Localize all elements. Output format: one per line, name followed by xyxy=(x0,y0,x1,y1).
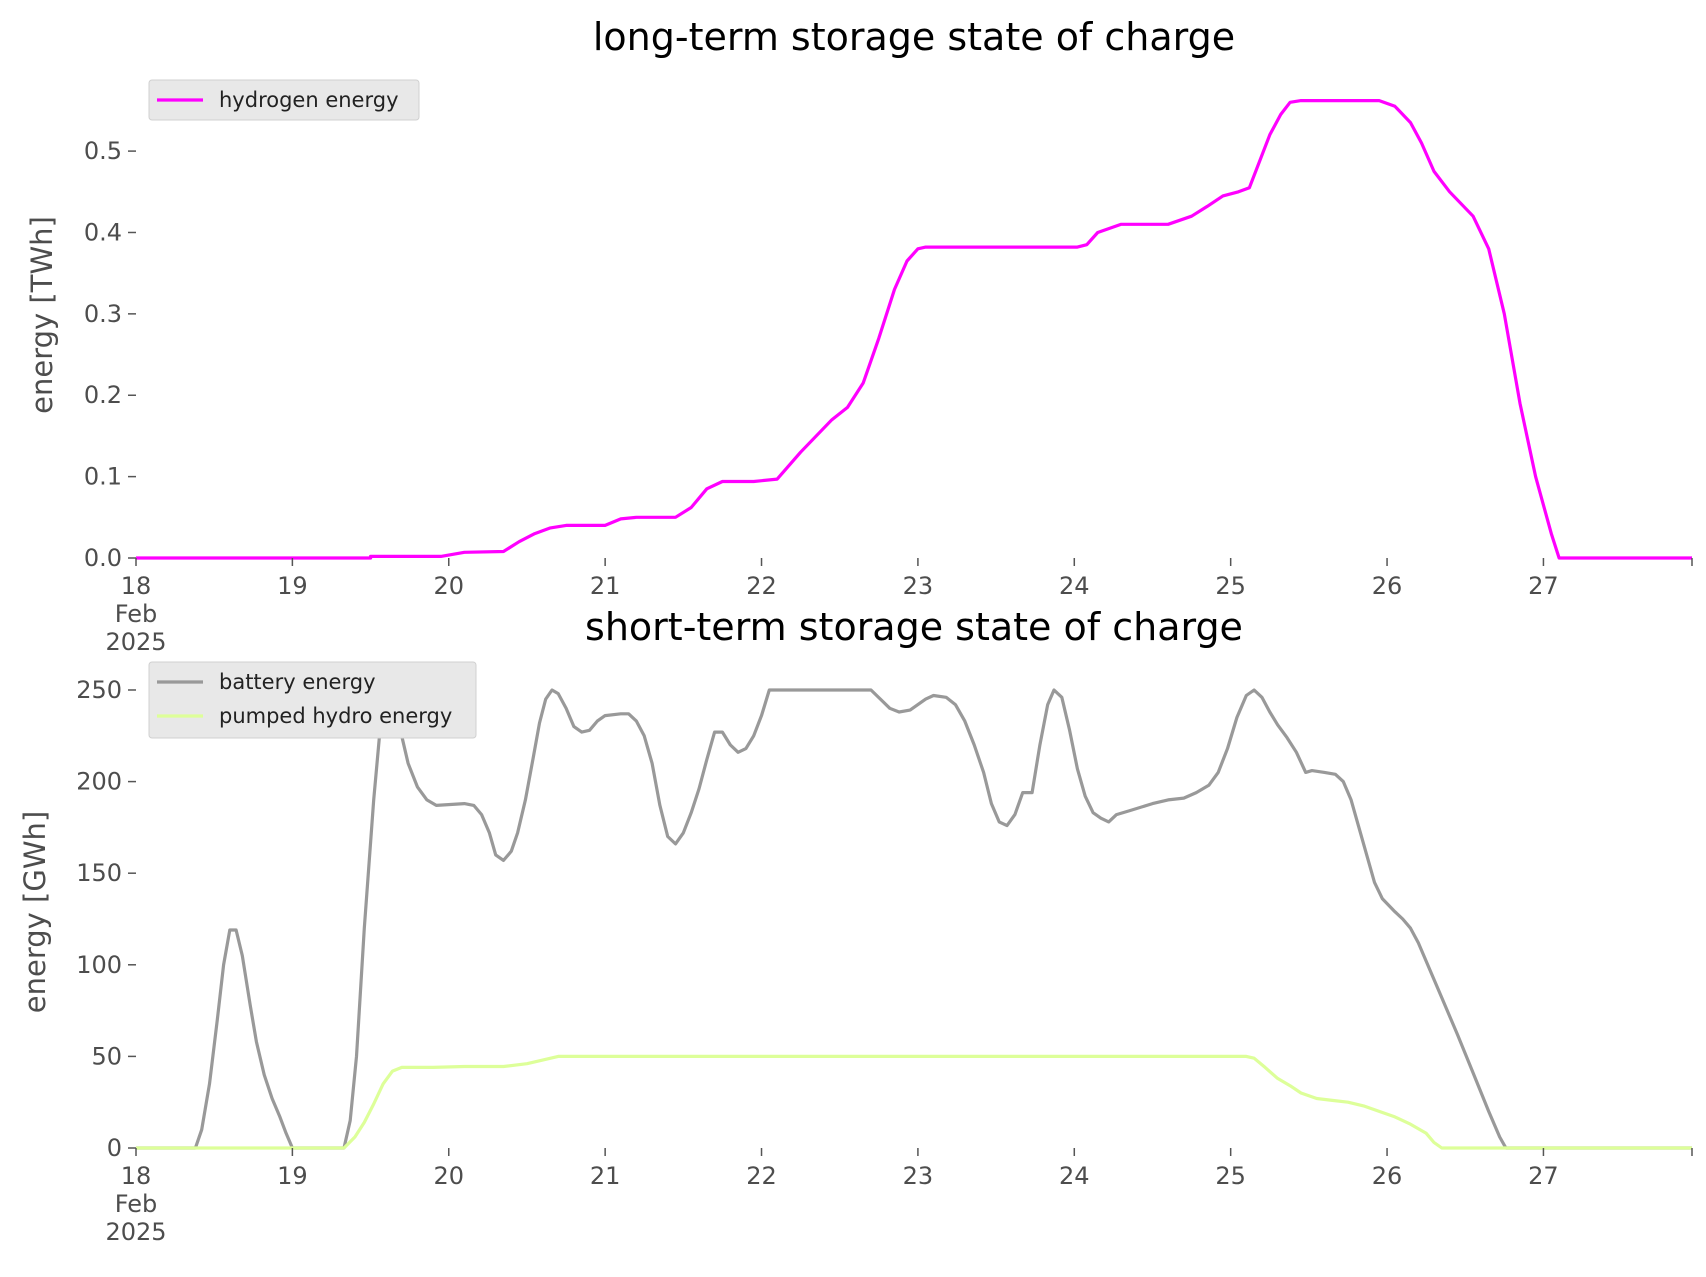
y-tick-label: 0.5 xyxy=(84,137,122,165)
x-tick-label: 23 xyxy=(903,572,934,600)
x-tick-label: 26 xyxy=(1372,572,1403,600)
legend-label: pumped hydro energy xyxy=(219,704,452,728)
x-tick-label: 21 xyxy=(590,1162,621,1190)
y-tick-label: 0.4 xyxy=(84,218,122,246)
y-tick-label: 100 xyxy=(76,951,122,979)
series-line-1 xyxy=(136,1054,1692,1150)
x-tick-label: 19 xyxy=(277,572,308,600)
y-tick-label: 0.0 xyxy=(84,544,122,572)
legend-box xyxy=(148,661,477,739)
x-tick-label: 27 xyxy=(1528,1162,1559,1190)
axes: 0 50 100 150 200 250 18 Feb 2025 19 20 21 22 23 24 25 26… xyxy=(76,676,1693,1246)
x-tick-label: 25 xyxy=(1215,572,1246,600)
y-tick-label: 50 xyxy=(91,1042,122,1070)
x-tick-label: 27 xyxy=(1528,572,1559,600)
y-tick-label: 0 xyxy=(107,1134,122,1162)
x-tick-label: 18 Feb 2025 xyxy=(105,572,166,656)
y-tick-label: 0.3 xyxy=(84,300,122,328)
x-tick-label: 20 xyxy=(433,572,464,600)
y-tick-label: 200 xyxy=(76,768,122,796)
legend-label: hydrogen energy xyxy=(219,88,399,112)
y-axis-label: energy [TWh] xyxy=(25,216,59,414)
x-tick-label: 26 xyxy=(1372,1162,1403,1190)
chart-title: short-term storage state of charge xyxy=(585,605,1243,649)
y-tick-label: 150 xyxy=(76,859,122,887)
x-tick-label: 24 xyxy=(1059,1162,1090,1190)
y-tick-label: 250 xyxy=(76,676,122,704)
x-tick-label: 25 xyxy=(1215,1162,1246,1190)
legend: hydrogen energy xyxy=(148,79,420,121)
y-tick-label: 0.1 xyxy=(84,463,122,491)
legend-label: battery energy xyxy=(219,670,376,694)
chart-title: long-term storage state of charge xyxy=(593,15,1235,59)
short-term-storage-panel: short-term storage state of charge energ… xyxy=(18,605,1693,1246)
x-tick-label: 24 xyxy=(1059,572,1090,600)
x-tick-label: 18 Feb 2025 xyxy=(105,1162,166,1246)
y-tick-label: 0.2 xyxy=(84,381,122,409)
legend: battery energy pumped hydro energy xyxy=(148,661,477,739)
x-tick-label: 23 xyxy=(903,1162,934,1190)
x-tick-label: 21 xyxy=(590,572,621,600)
plot-area xyxy=(136,99,1692,560)
x-tick-label: 22 xyxy=(746,572,777,600)
x-tick-label: 22 xyxy=(746,1162,777,1190)
long-term-storage-panel: long-term storage state of charge energy… xyxy=(25,15,1693,656)
x-tick-label: 20 xyxy=(433,1162,464,1190)
x-tick-label: 19 xyxy=(277,1162,308,1190)
legend-box xyxy=(148,79,420,121)
series-line-0 xyxy=(136,99,1692,560)
y-axis-label: energy [GWh] xyxy=(18,811,52,1013)
axes: 0.0 0.1 0.2 0.3 0.4 0.5 18 Feb 2025 19 20 21 22 23 24 2… xyxy=(84,137,1693,656)
